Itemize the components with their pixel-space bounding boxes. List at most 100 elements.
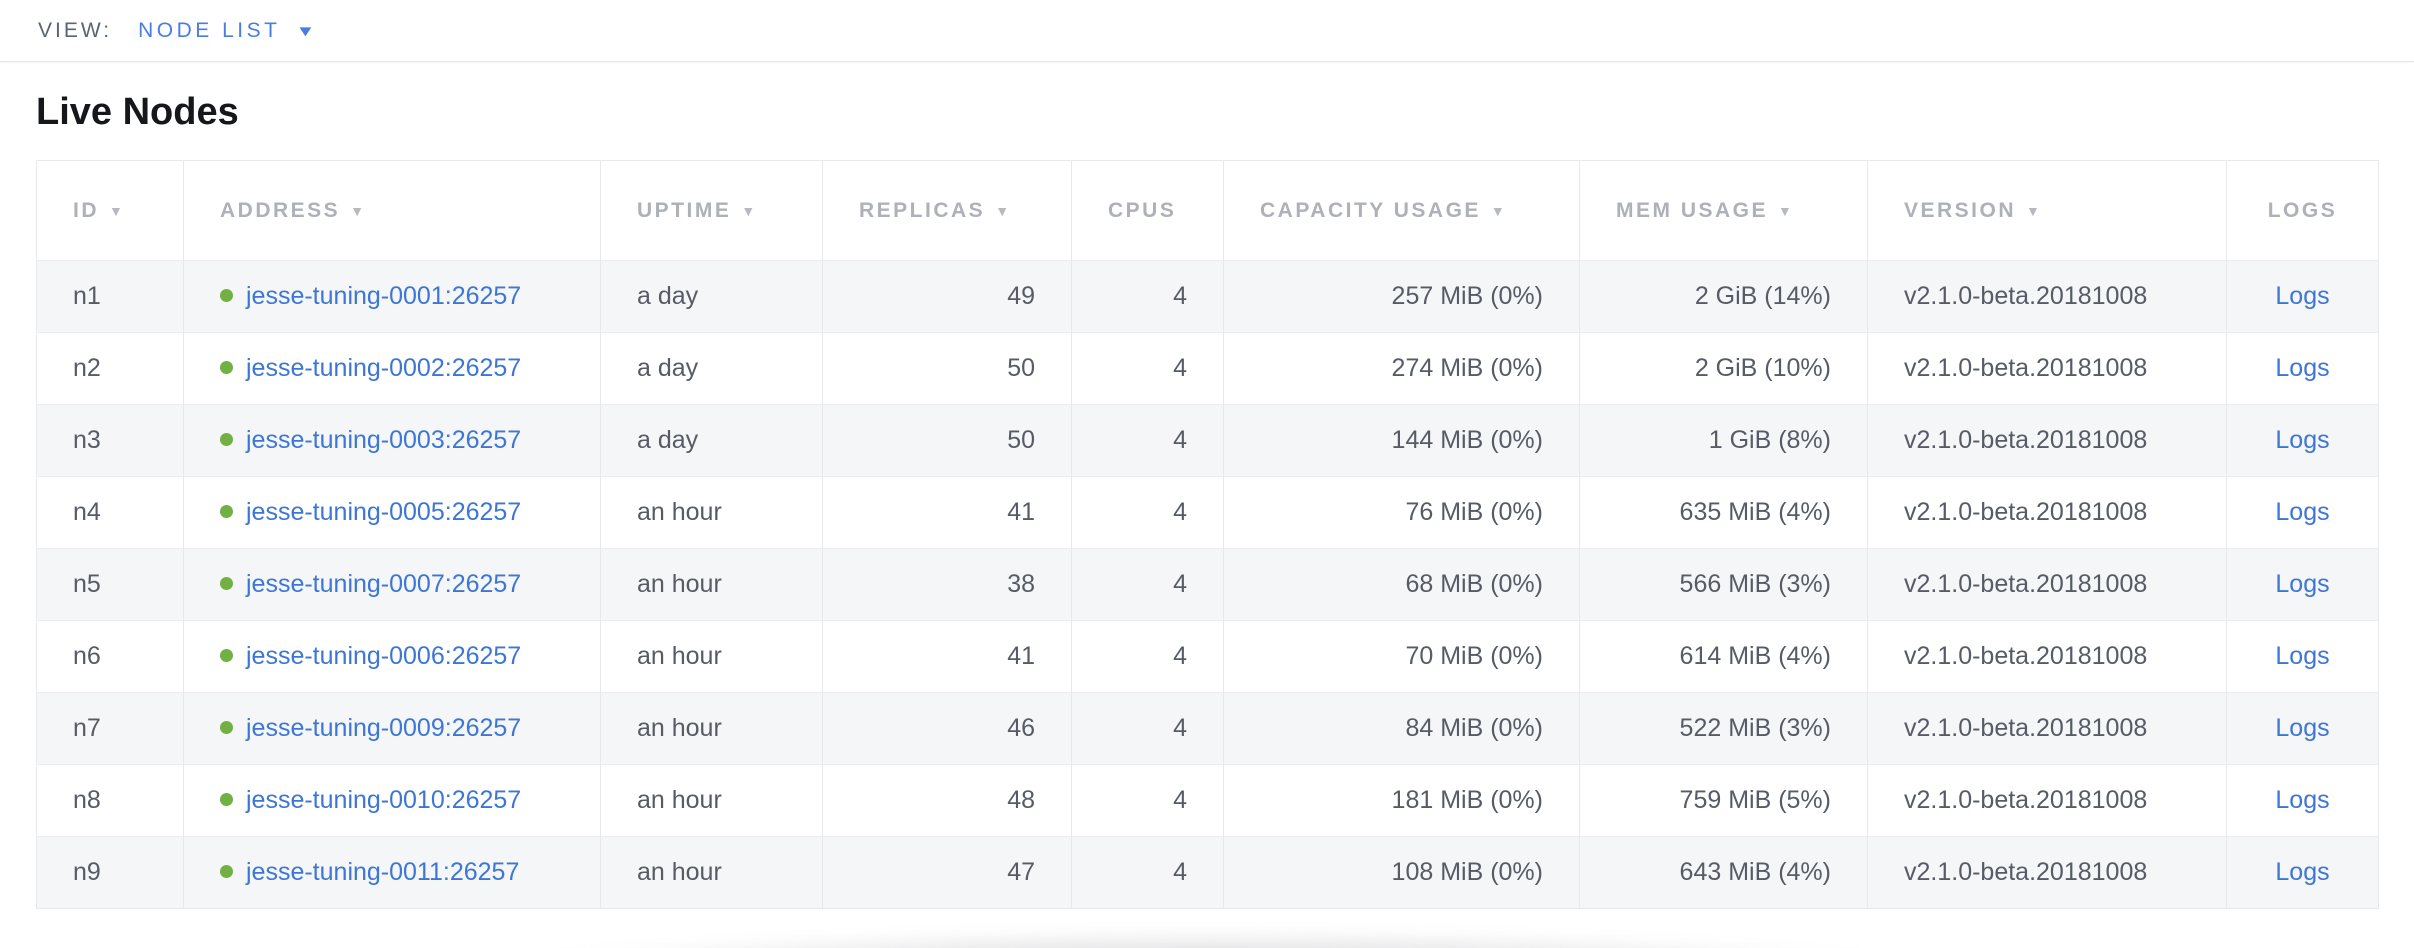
cell-address: jesse-tuning-0011:26257 [183,836,601,909]
column-header-version[interactable]: VERSION ▼ [1867,160,2227,261]
cell-capacity: 84 MiB (0%) [1223,692,1580,765]
cell-address: jesse-tuning-0001:26257 [183,260,601,333]
cell-replicas: 41 [822,476,1072,549]
node-logs-link[interactable]: Logs [2275,282,2330,310]
node-address-link[interactable]: jesse-tuning-0006:26257 [246,642,522,670]
cell-id: n7 [36,692,184,765]
cell-mem: 566 MiB (3%) [1579,548,1868,621]
column-header-mem[interactable]: MEM USAGE ▼ [1579,160,1868,261]
node-healthy-dot-icon [220,432,233,446]
cell-version: v2.1.0-beta.20181008 [1867,692,2227,765]
column-label: REPLICAS [859,198,986,222]
view-label: VIEW: [38,18,113,42]
node-logs-link[interactable]: Logs [2275,570,2330,598]
cell-mem: 643 MiB (4%) [1579,836,1868,909]
column-label: ADDRESS [220,198,341,222]
sort-desc-icon: ▼ [741,202,758,219]
column-header-id[interactable]: ID ▼ [36,160,184,261]
column-header-address[interactable]: ADDRESS ▼ [183,160,601,261]
cell-uptime: an hour [600,620,823,693]
sort-desc-icon: ▼ [109,202,126,219]
cell-uptime: an hour [600,692,823,765]
column-label: ID [73,198,99,222]
sort-desc-icon: ▼ [995,202,1012,219]
cell-uptime: a day [600,260,823,333]
node-row: n8 jesse-tuning-0010:26257 an hour 48 4 181 M… [36,764,2379,837]
node-address-link[interactable]: jesse-tuning-0001:26257 [246,282,522,310]
cell-address: jesse-tuning-0009:26257 [183,692,601,765]
cell-capacity: 108 MiB (0%) [1223,836,1580,909]
node-row: n5 jesse-tuning-0007:26257 an hour 38 4 68 Mi… [36,548,2379,621]
node-address-link[interactable]: jesse-tuning-0010:26257 [246,786,522,814]
cell-id: n8 [36,764,184,837]
cell-capacity: 144 MiB (0%) [1223,404,1580,477]
cell-cpus: 4 [1071,548,1224,621]
view-selected-value: NODE LIST [138,18,281,42]
cell-version: v2.1.0-beta.20181008 [1867,260,2227,333]
below-fold-shadow [455,926,1965,948]
column-label: VERSION [1904,198,2017,222]
cell-version: v2.1.0-beta.20181008 [1867,476,2227,549]
node-logs-link[interactable]: Logs [2275,354,2330,382]
node-logs-link[interactable]: Logs [2275,498,2330,526]
node-address-link[interactable]: jesse-tuning-0011:26257 [246,858,520,886]
cell-cpus: 4 [1071,620,1224,693]
cell-replicas: 50 [822,404,1072,477]
column-header-cpus: CPUS [1071,160,1224,261]
node-row: n3 jesse-tuning-0003:26257 a day 50 4 144 MiB… [36,404,2379,477]
node-address-link[interactable]: jesse-tuning-0007:26257 [246,570,522,598]
node-row: n1 jesse-tuning-0001:26257 a day 49 4 257 MiB… [36,260,2379,333]
dropdown-caret-icon: ▼ [295,23,316,40]
cell-cpus: 4 [1071,260,1224,333]
node-logs-link[interactable]: Logs [2275,642,2330,670]
cell-address: jesse-tuning-0002:26257 [183,332,601,405]
live-nodes-section: Live Nodes ID ▼ ADDRESS ▼ UPTIME ▼ REPLICAS ▼ CP… [0,92,2414,909]
node-address-link[interactable]: jesse-tuning-0009:26257 [246,714,522,742]
cell-mem: 2 GiB (10%) [1579,332,1868,405]
column-header-logs: LOGS [2226,160,2379,261]
node-address-link[interactable]: jesse-tuning-0002:26257 [246,354,522,382]
cell-mem: 2 GiB (14%) [1579,260,1868,333]
cell-address: jesse-tuning-0006:26257 [183,620,601,693]
column-header-capacity[interactable]: CAPACITY USAGE ▼ [1223,160,1580,261]
column-label: MEM USAGE [1616,198,1769,222]
node-row: n9 jesse-tuning-0011:26257 an hour 47 4 108 M… [36,836,2379,909]
cell-version: v2.1.0-beta.20181008 [1867,620,2227,693]
column-header-replicas[interactable]: REPLICAS ▼ [822,160,1072,261]
cell-version: v2.1.0-beta.20181008 [1867,764,2227,837]
cell-address: jesse-tuning-0010:26257 [183,764,601,837]
sort-desc-icon: ▼ [350,202,367,219]
cell-logs: Logs [2226,260,2379,333]
column-label: CAPACITY USAGE [1260,198,1481,222]
view-bar: VIEW: NODE LIST ▼ [0,0,2414,62]
cell-cpus: 4 [1071,836,1224,909]
node-address-link[interactable]: jesse-tuning-0003:26257 [246,426,522,454]
cell-mem: 759 MiB (5%) [1579,764,1868,837]
node-healthy-dot-icon [220,864,233,878]
cell-logs: Logs [2226,404,2379,477]
node-row: n6 jesse-tuning-0006:26257 an hour 41 4 70 Mi… [36,620,2379,693]
node-address-link[interactable]: jesse-tuning-0005:26257 [246,498,522,526]
cell-id: n5 [36,548,184,621]
cell-capacity: 181 MiB (0%) [1223,764,1580,837]
cell-logs: Logs [2226,764,2379,837]
node-logs-link[interactable]: Logs [2275,858,2330,886]
cell-replicas: 49 [822,260,1072,333]
node-healthy-dot-icon [220,288,233,302]
column-header-uptime[interactable]: UPTIME ▼ [600,160,823,261]
cell-mem: 1 GiB (8%) [1579,404,1868,477]
node-logs-link[interactable]: Logs [2275,714,2330,742]
cell-id: n3 [36,404,184,477]
cell-replicas: 46 [822,692,1072,765]
node-logs-link[interactable]: Logs [2275,786,2330,814]
node-logs-link[interactable]: Logs [2275,426,2330,454]
table-header-row: ID ▼ ADDRESS ▼ UPTIME ▼ REPLICAS ▼ CPUS CAPACITY … [36,160,2379,261]
cell-capacity: 274 MiB (0%) [1223,332,1580,405]
cell-version: v2.1.0-beta.20181008 [1867,332,2227,405]
cell-cpus: 4 [1071,476,1224,549]
node-row: n2 jesse-tuning-0002:26257 a day 50 4 274 MiB… [36,332,2379,405]
node-healthy-dot-icon [220,360,233,374]
cell-id: n2 [36,332,184,405]
cell-capacity: 257 MiB (0%) [1223,260,1580,333]
view-selector-dropdown[interactable]: NODE LIST ▼ [138,18,316,43]
